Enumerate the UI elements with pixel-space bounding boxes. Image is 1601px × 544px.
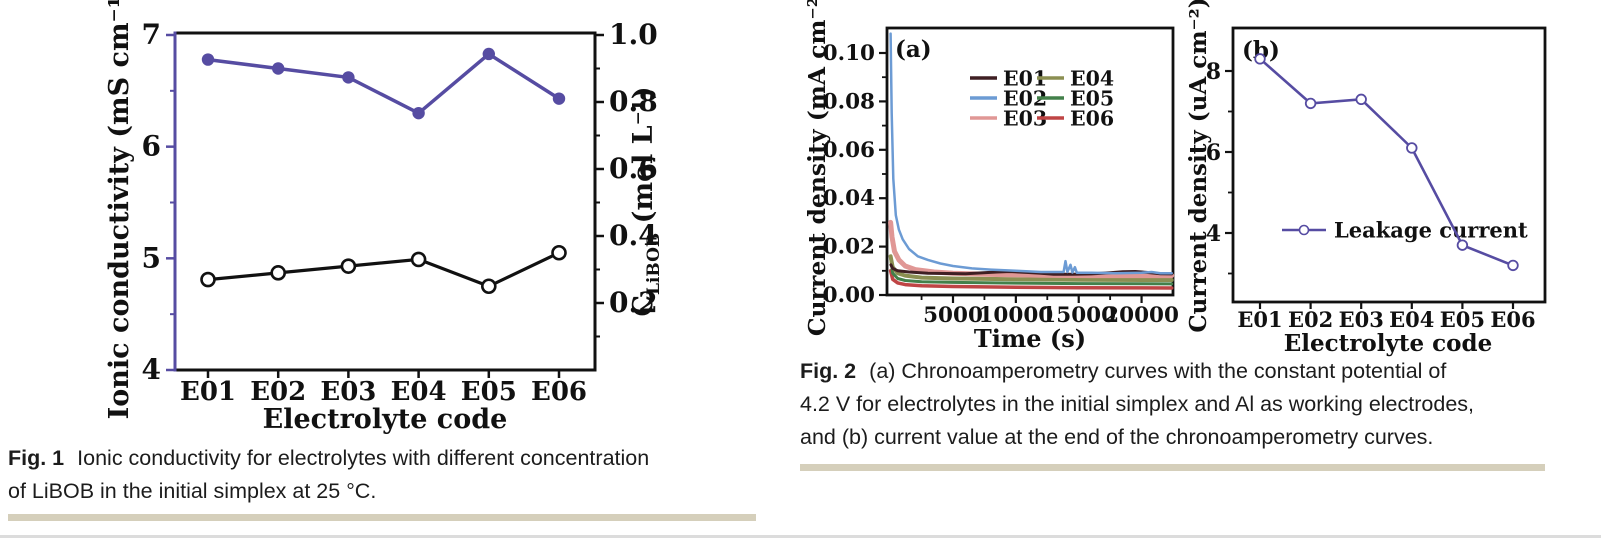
fig1-x-axis-title: Electrolyte code — [263, 404, 508, 435]
fig1-series-conductivity-line — [207, 51, 560, 116]
fig2a-panel-label: (a) — [895, 36, 932, 63]
fig1-x-tick-label: E02 — [250, 377, 306, 407]
fig1-right-tick-label: 0.4 — [609, 219, 658, 252]
fig1-caption-line2: of LiBOB in the initial simplex at 25 °C… — [8, 479, 377, 503]
fig2b-leakage-line — [1259, 57, 1514, 267]
fig1-x-tick-label: E05 — [461, 377, 517, 407]
fig1-clibob-marker — [340, 258, 357, 274]
fig2b-x-tick-label: E03 — [1339, 307, 1384, 332]
fig1-series-clibob-line — [207, 251, 560, 289]
fig1-right-tick-label: 1.0 — [609, 18, 658, 51]
fig2a-x-tick-label: 10000 — [978, 303, 1053, 328]
fig2a-y-tick-label: 0.08 — [823, 89, 875, 114]
fig1-right-title-main: C — [628, 295, 659, 317]
fig1-right-tick-label: 0.2 — [609, 286, 658, 319]
fig2a-y-tick-label: 0.10 — [823, 41, 875, 66]
fig1-divider — [8, 514, 756, 521]
fig1-conductivity-marker — [342, 71, 355, 84]
fig2a-chart: 0.00 0.02 0.04 0.06 0.08 0.10 5000100001500020… — [803, 0, 1179, 353]
fig1-left-tick-label: 4 — [142, 353, 161, 386]
fig2b-y-axis-title: Current density (uA cm⁻²) — [1185, 0, 1212, 333]
fig1-clibob-marker — [270, 265, 287, 281]
fig2b-legend-marker — [1298, 224, 1310, 236]
fig2a-series-E06 — [888, 269, 1174, 290]
fig2b-leakage-marker — [1456, 239, 1469, 251]
fig2-caption: Fig. 2 (a) Chronoamperometry curves with … — [800, 355, 1560, 454]
fig1-x-tick-label: E06 — [531, 377, 587, 407]
fig1-caption: Fig. 1 Ionic conductivity for electrolyte… — [8, 442, 764, 508]
fig1-right-axis-title: CLiBOB (mol L⁻¹) — [628, 86, 664, 316]
fig1-right-tick-label: 0.8 — [609, 85, 658, 118]
fig1-clibob-marker — [410, 251, 427, 268]
fig2b-x-tick-label: E05 — [1440, 307, 1485, 332]
fig2a-x-tick-label: 5000 — [923, 303, 983, 328]
fig2b-leakage-marker — [1406, 142, 1418, 154]
fig1-caption-label: Fig. 1 — [8, 446, 65, 470]
fig1-conductivity-marker — [201, 53, 215, 66]
fig2b-x-tick-label: E06 — [1490, 307, 1535, 332]
fig2-caption-line3: and (b) current value at the end of the … — [800, 425, 1434, 449]
fig1-caption-line1: Ionic conductivity for electrolytes with… — [77, 446, 650, 470]
fig2a-series-E05 — [889, 256, 1174, 286]
fig2-caption-line1: (a) Chronoamperometry curves with the co… — [869, 359, 1447, 383]
fig2b-x-axis-title: Electrolyte code — [1284, 330, 1492, 357]
page-divider — [0, 535, 1601, 538]
fig1-x-tick-label: E03 — [320, 377, 376, 407]
fig2b-y-tick-label: 6 — [1206, 140, 1221, 166]
fig1-conductivity-marker — [552, 92, 566, 105]
fig2a-y-tick-label: 0.02 — [823, 235, 875, 260]
fig2b-leakage-marker — [1507, 259, 1519, 272]
fig2b-leakage-marker — [1355, 93, 1367, 106]
fig2-caption-label: Fig. 2 — [800, 359, 857, 383]
fig2b-x-tick-label: E04 — [1389, 307, 1434, 332]
fig1-x-tick-label: E01 — [180, 377, 236, 407]
fig2b-plot-frame — [1231, 26, 1547, 304]
fig2a-legend-label-E05: E05 — [1070, 87, 1114, 111]
fig1-left-tick-label: 5 — [142, 241, 161, 274]
fig2-divider — [800, 464, 1545, 471]
fig2b-leakage-marker — [1254, 53, 1266, 65]
fig1-right-title-sub: LiBOB — [644, 233, 664, 295]
fig2b-x-tick-label: E02 — [1288, 307, 1333, 332]
fig2a-legend-label-E06: E06 — [1070, 107, 1114, 131]
fig1-conductivity-marker — [482, 47, 495, 61]
fig1-left-axis-title: Ionic conductivity (mS cm⁻¹) — [104, 0, 135, 419]
fig1-right-tick-label: 0.6 — [609, 152, 658, 185]
fig2b-leakage-marker — [1304, 97, 1317, 110]
fig1-left-tick-label: 6 — [142, 130, 161, 163]
fig1-chart: 4 5 6 7 0.2 0.4 0.6 0.8 1.0 E01 E02 E03 E04 E05 E06 Ele… — [104, 0, 664, 435]
fig2a-x-tick-label: 20000 — [1104, 303, 1179, 328]
fig2a-y-tick-label: 0.06 — [823, 138, 875, 163]
fig1-right-title-rest: (mol L⁻¹) — [628, 86, 659, 232]
fig2a-x-tick-label: 15000 — [1041, 303, 1116, 328]
fig2-caption-line2: 4.2 V for electrolytes in the initial si… — [800, 392, 1474, 416]
fig1-left-tick-label: 7 — [142, 18, 161, 51]
fig2b-y-tick-label: 8 — [1206, 59, 1221, 85]
fig1-clibob-marker — [551, 244, 567, 261]
fig2a-y-tick-label: 0.04 — [823, 186, 875, 211]
fig2a-legend-label-E04: E04 — [1070, 67, 1114, 91]
fig2b-y-tick-label: 4 — [1206, 221, 1221, 247]
fig2a-x-axis-title: Time (s) — [974, 324, 1086, 353]
fig2b-chart: 4 6 8 E01 E02 E03 E04 E05 E06 Current density (uA… — [1185, 0, 1547, 357]
fig1-clibob-marker — [480, 278, 497, 295]
fig1-conductivity-marker — [272, 62, 285, 75]
fig1-conductivity-marker — [412, 106, 425, 120]
fig1-x-tick-label: E04 — [391, 377, 447, 407]
fig2a-y-axis-title: Current density (mA cm⁻²) — [803, 0, 831, 336]
fig2a-plot-frame — [885, 26, 1175, 297]
fig1-clibob-marker — [200, 271, 216, 288]
fig2b-legend-label: Leakage current — [1334, 218, 1528, 243]
fig2b-x-tick-label: E01 — [1237, 307, 1282, 332]
fig2a-y-tick-label: 0.00 — [823, 283, 875, 308]
fig1-plot-frame — [175, 31, 597, 372]
fig2a-series-E02 — [889, 32, 1173, 275]
fig2a-series-E03 — [888, 219, 1175, 279]
